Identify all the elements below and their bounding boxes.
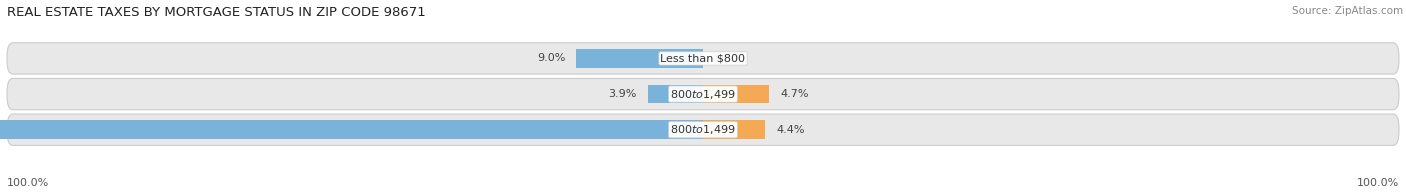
Text: Source: ZipAtlas.com: Source: ZipAtlas.com: [1292, 6, 1403, 16]
Bar: [703, 121, 765, 139]
Text: 3.9%: 3.9%: [609, 89, 637, 99]
FancyBboxPatch shape: [7, 78, 1399, 110]
Bar: [576, 49, 703, 68]
FancyBboxPatch shape: [7, 114, 1399, 145]
Bar: [703, 85, 769, 103]
Text: $800 to $1,499: $800 to $1,499: [671, 123, 735, 136]
Text: Less than $800: Less than $800: [661, 54, 745, 64]
Text: $800 to $1,499: $800 to $1,499: [671, 88, 735, 101]
Bar: [648, 85, 703, 103]
Text: 100.0%: 100.0%: [1357, 178, 1399, 188]
Bar: [0, 121, 703, 139]
Text: REAL ESTATE TAXES BY MORTGAGE STATUS IN ZIP CODE 98671: REAL ESTATE TAXES BY MORTGAGE STATUS IN …: [7, 6, 426, 19]
Text: 4.4%: 4.4%: [776, 125, 804, 135]
Text: 0.0%: 0.0%: [714, 54, 742, 64]
Text: 100.0%: 100.0%: [7, 178, 49, 188]
Text: 9.0%: 9.0%: [537, 54, 565, 64]
FancyBboxPatch shape: [7, 43, 1399, 74]
Text: 4.7%: 4.7%: [780, 89, 808, 99]
